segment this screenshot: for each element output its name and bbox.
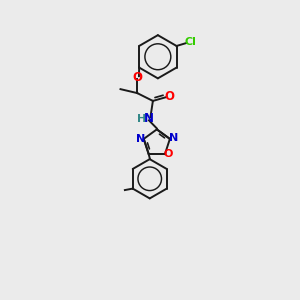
Text: Cl: Cl	[184, 37, 196, 47]
Text: O: O	[163, 149, 172, 159]
Text: N: N	[169, 133, 178, 143]
Text: O: O	[165, 91, 175, 103]
Text: O: O	[132, 71, 142, 84]
Text: N: N	[136, 134, 145, 144]
Text: N: N	[144, 112, 154, 125]
Text: H: H	[137, 114, 146, 124]
